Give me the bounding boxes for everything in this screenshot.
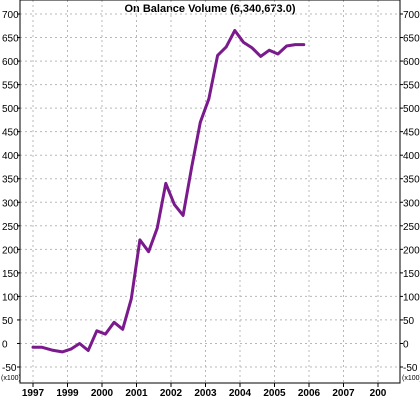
y-tick-label-left: 450 [2, 128, 19, 139]
x-tick-label: 2003 [194, 388, 217, 399]
x-tick-label: 2006 [298, 388, 321, 399]
y-tick-label-left: 600 [2, 57, 19, 68]
y-tick-label-right: 0 [403, 339, 409, 350]
x-tick-label: 2007 [332, 388, 355, 399]
y-tick-label-right: 400 [403, 151, 420, 162]
y-tick-label-right: 350 [403, 175, 420, 186]
y-tick-label-left: 0 [2, 339, 8, 350]
y-tick-label-left: -50 [2, 363, 17, 374]
y-tick-label-right: 150 [403, 269, 420, 280]
y-tick-label-left: 350 [2, 175, 19, 186]
x-tick-label: 2001 [125, 388, 148, 399]
y-tick-label-right: 700 [403, 10, 420, 21]
y-tick-label-left: 700 [2, 10, 19, 21]
y-tick-label-right: 600 [403, 57, 420, 68]
y-tick-label-left: 400 [2, 151, 19, 162]
y-tick-label-left: 50 [2, 316, 14, 327]
y-tick-label-right: 650 [403, 34, 420, 45]
y-tick-label-right: 550 [403, 81, 420, 92]
x-tick-label: 1997 [22, 388, 45, 399]
y-tick-label-left: 250 [2, 222, 19, 233]
x-tick-label: 1999 [56, 388, 79, 399]
x-tick-label: 2000 [91, 388, 114, 399]
y-tick-label-right: 250 [403, 222, 420, 233]
y-tick-label-right: 450 [403, 128, 420, 139]
y-tick-label-left: 500 [2, 104, 19, 115]
y-tick-label-right: 500 [403, 104, 420, 115]
x-tick-label: 2002 [160, 388, 183, 399]
x-tick-label: 200 [370, 388, 387, 399]
y-tick-label-left: 300 [2, 198, 19, 209]
y-tick-label-left: 650 [2, 34, 19, 45]
y-tick-label-left: 200 [2, 245, 19, 256]
y-tick-label-right: 200 [403, 245, 420, 256]
y-unit-right: (x100) [402, 375, 420, 382]
y-tick-label-left: 150 [2, 269, 19, 280]
y-tick-label-right: 50 [403, 316, 415, 327]
plot-frame [19, 0, 401, 384]
x-tick-label: 2004 [229, 388, 252, 399]
x-tick-label: 2005 [263, 388, 286, 399]
y-tick-label-right: -50 [403, 363, 418, 374]
y-tick-label-left: 550 [2, 81, 19, 92]
y-unit-left: (x100) [1, 375, 21, 382]
y-tick-label-left: 100 [2, 292, 19, 303]
obv-series-line [31, 29, 306, 354]
y-tick-label-right: 300 [403, 198, 420, 209]
y-tick-label-right: 100 [403, 292, 420, 303]
chart-title: On Balance Volume (6,340,673.0) [125, 3, 296, 15]
